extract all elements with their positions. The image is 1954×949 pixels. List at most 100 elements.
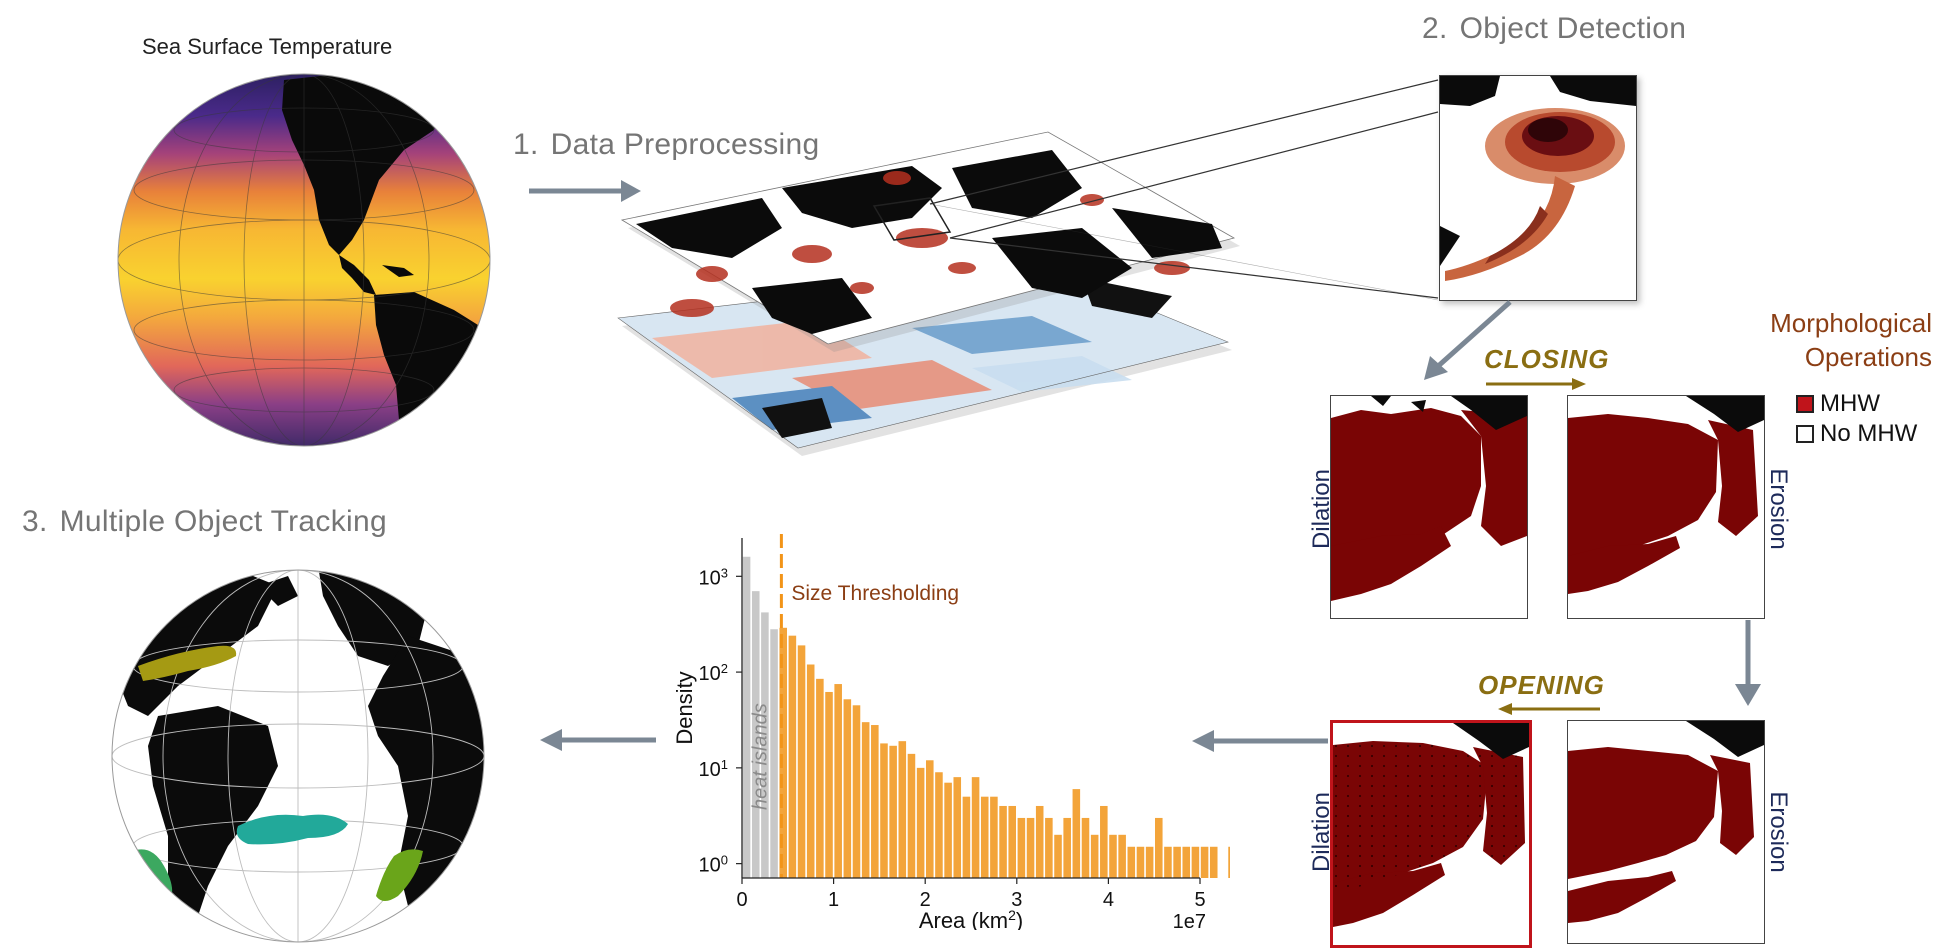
opening-dilation-image <box>1333 723 1529 927</box>
opening-dilation-panel <box>1330 720 1532 948</box>
histogram-bar-grey-1 <box>751 591 760 878</box>
legend-item-mhw: MHW <box>1796 390 1917 418</box>
legend-label-no-mhw: No MHW <box>1820 420 1918 447</box>
x-axis-label-end: ) <box>1016 908 1023 930</box>
histogram-bar-orange-3 <box>806 664 815 878</box>
histogram-bar-grey-2 <box>761 612 769 878</box>
step-1-number: 1. <box>513 128 539 161</box>
object-detection-panel <box>1439 75 1637 301</box>
histogram-bar-orange-4 <box>816 678 824 878</box>
histogram-bar-orange-19 <box>953 777 962 878</box>
arrow-threshold-to-tracking <box>540 729 656 751</box>
arrow-closing-to-opening <box>1735 620 1761 706</box>
morph-title-line2: Operations <box>1804 342 1932 372</box>
legend-swatch-no-mhw <box>1796 425 1814 443</box>
histogram-bar-orange-6 <box>834 684 842 878</box>
step-3-text: Multiple Object Tracking <box>59 505 387 538</box>
x-tick-label-2: 2 <box>920 889 931 911</box>
histogram-bars <box>742 556 1230 878</box>
arrow-opening-to-threshold <box>1192 730 1328 752</box>
x-axis-label: Area (km2) <box>919 907 1023 930</box>
histogram-axes: 0 1 2 3 4 5 100 101 102 103 <box>699 538 1206 911</box>
x-axis-label-main: Area (km <box>919 908 1008 930</box>
closing-erosion-panel <box>1567 395 1765 619</box>
step-1-text: Data Preprocessing <box>550 128 820 161</box>
histogram-bar-orange-38 <box>1127 846 1136 878</box>
closing-dilation-image <box>1331 396 1527 601</box>
histogram-bar-orange-2 <box>797 645 806 878</box>
size-threshold-label: Size Thresholding <box>791 582 959 605</box>
opening-erosion-label: Erosion <box>1765 791 1792 873</box>
y-tick-label-0: 100 <box>699 852 728 877</box>
step-1-label: 1. Data Preprocessing <box>513 128 820 162</box>
histogram-bar-orange-16 <box>926 760 934 878</box>
opening-label: OPENING <box>1478 670 1605 700</box>
histogram-bar-orange-23 <box>990 796 998 878</box>
opening-arrow <box>1498 703 1600 715</box>
histogram-bar-orange-9 <box>861 722 870 878</box>
tracked-mhw-southeast <box>376 849 423 901</box>
histogram-bar-grey-0 <box>742 556 751 878</box>
y-axis-label: Density <box>672 671 697 744</box>
histogram-bar-orange-7 <box>843 699 852 878</box>
step-2-text: Object Detection <box>1459 12 1687 45</box>
sst-title: Sea Surface Temperature <box>142 34 393 59</box>
closing-arrow <box>1486 378 1586 390</box>
mhw-legend: MHW No MHW <box>1796 390 1917 448</box>
histogram-bar-orange-17 <box>935 772 943 878</box>
histogram-bar-orange-8 <box>852 705 861 878</box>
histogram-bar-orange-46 <box>1200 846 1209 878</box>
histogram-bar-orange-43 <box>1173 846 1181 878</box>
x-tick-label-0: 0 <box>736 889 747 911</box>
histogram-bar-orange-13 <box>898 741 907 878</box>
histogram-bar-orange-39 <box>1136 846 1145 878</box>
arrow-detection-to-closing <box>1424 300 1512 380</box>
histogram-bar-orange-40 <box>1145 846 1154 878</box>
tracking-globe <box>111 569 485 943</box>
histogram-bar-orange-29 <box>1045 817 1053 878</box>
x-tick-label-5: 5 <box>1194 889 1205 911</box>
histogram-bar-orange-41 <box>1155 817 1163 878</box>
histogram-bar-orange-15 <box>916 767 925 878</box>
x-axis-multiplier: 1e7 <box>1173 911 1206 930</box>
histogram-bar-orange-26 <box>1017 817 1026 878</box>
legend-label-mhw: MHW <box>1820 390 1880 417</box>
x-tick-label-3: 3 <box>1011 889 1022 911</box>
legend-swatch-mhw <box>1796 395 1814 413</box>
closing-dilation-panel <box>1330 395 1528 619</box>
object-detection-image <box>1440 76 1636 281</box>
histogram-bar-orange-5 <box>825 691 833 878</box>
zoom-connector-lines <box>929 79 1439 301</box>
histogram-bar-orange-12 <box>889 745 897 878</box>
histogram-bar-orange-36 <box>1109 834 1117 878</box>
closing-dilation-label: Dilation <box>1308 468 1335 550</box>
histogram-bar-orange-18 <box>944 782 952 878</box>
histogram-bar-orange-42 <box>1164 846 1172 878</box>
histogram-bar-orange-37 <box>1118 834 1126 878</box>
step-3-number: 3. <box>22 505 48 538</box>
histogram-bar-orange-14 <box>907 753 916 878</box>
histogram-bar-orange-27 <box>1026 817 1035 878</box>
x-tick-label-1: 1 <box>828 889 839 911</box>
histogram-bar-orange-31 <box>1063 817 1071 878</box>
sst-globe <box>117 73 491 447</box>
histogram-bar-orange-49 <box>1228 846 1230 878</box>
histogram-bar-orange-47 <box>1209 846 1218 878</box>
size-threshold-histogram: Size Thresholding heat islands 0 1 2 3 4 5100… <box>672 534 1230 930</box>
closing-erosion-label: Erosion <box>1765 468 1792 550</box>
morphological-operations-title: Morphological Operations <box>1670 306 1932 374</box>
closing-label: CLOSING <box>1484 344 1610 374</box>
histogram-bar-orange-35 <box>1100 805 1108 878</box>
y-tick-label-1: 101 <box>699 756 728 781</box>
preprocessing-map-stack <box>617 131 1240 456</box>
step-3-label: 3. Multiple Object Tracking <box>22 505 387 539</box>
legend-item-no-mhw: No MHW <box>1796 420 1917 448</box>
histogram-bar-orange-10 <box>871 725 879 878</box>
opening-erosion-image <box>1568 721 1764 923</box>
tracked-mhw-north-atlantic <box>138 645 237 681</box>
closing-erosion-image <box>1568 396 1764 594</box>
histogram-bar-orange-33 <box>1081 817 1090 878</box>
histogram-bar-orange-0 <box>779 627 787 878</box>
histogram-bar-orange-44 <box>1182 846 1191 878</box>
step-2-label: 2. Object Detection <box>1422 12 1686 46</box>
